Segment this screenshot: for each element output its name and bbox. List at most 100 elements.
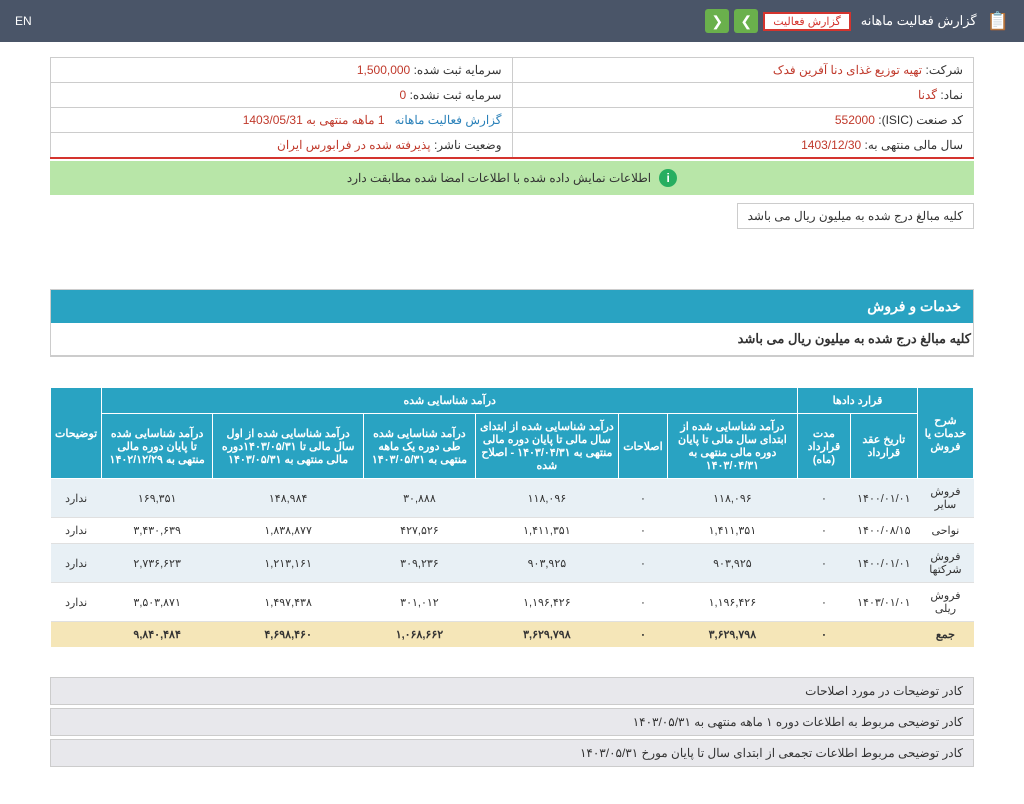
table-cell: ۱۴۰۰/۰۱/۰۱ <box>850 479 917 518</box>
th-dur: مدت قرارداد (ماه) <box>798 414 851 479</box>
table-cell: ۳,۴۳۰,۶۳۹ <box>102 518 213 544</box>
table-row: فروش سایر۱۴۰۰/۰۱/۰۱۰۱۱۸,۰۹۶۰۱۱۸,۰۹۶۳۰,۸۸… <box>51 479 974 518</box>
table-cell: ۳,۵۰۳,۸۷۱ <box>102 583 213 622</box>
table-cell: ۳۰۹,۲۳۶ <box>364 544 475 583</box>
nav-next-button[interactable]: ❯ <box>734 9 758 33</box>
th-i3: درآمد شناسایی شده طی دوره یک ماهه منتهی … <box>364 414 475 479</box>
isic-value: 552000 <box>835 113 875 127</box>
table-cell: ندارد <box>51 583 102 622</box>
section-header: خدمات و فروش <box>51 290 973 323</box>
table-cell: ۰ <box>798 518 851 544</box>
company-label: شرکت: <box>925 63 963 77</box>
table-cell <box>51 622 102 648</box>
footer-box-3: کادر توضیحی مربوط اطلاعات تجمعی از ابتدا… <box>50 739 974 767</box>
table-row: نواحی۱۴۰۰/۰۸/۱۵۰۱,۴۱۱,۳۵۱۰۱,۴۱۱,۳۵۱۴۲۷,۵… <box>51 518 974 544</box>
capital-unreg-value: 0 <box>400 88 407 102</box>
th-desc: شرح خدمات یا فروش <box>917 388 973 479</box>
info-banner: i اطلاعات نمایش داده شده با اطلاعات امضا… <box>50 161 974 195</box>
th-i1: درآمد شناسایی شده از ابتدای سال مالی تا … <box>667 414 797 479</box>
table-cell: ۴,۶۹۸,۴۶۰ <box>213 622 364 648</box>
table-cell: جمع <box>917 622 973 648</box>
table-cell: ۱۴۰۰/۰۸/۱۵ <box>850 518 917 544</box>
section-wrap: خدمات و فروش کلیه مبالغ درج شده به میلیو… <box>50 289 974 357</box>
table-cell: ۱۴۰۳/۰۱/۰۱ <box>850 583 917 622</box>
th-i5: درآمد شناسایی شده تا پایان دوره مالی منت… <box>102 414 213 479</box>
header-title: گزارش فعالیت ماهانه <box>861 13 977 29</box>
footer-box-1: کادر توضیحات در مورد اصلاحات <box>50 677 974 705</box>
table-cell: ۱,۱۹۶,۴۲۶ <box>667 583 797 622</box>
fiscal-label: سال مالی منتهی به: <box>865 138 963 152</box>
table-cell: فروش ریلی <box>917 583 973 622</box>
table-cell: ۱,۴۱۱,۳۵۱ <box>475 518 619 544</box>
th-cor: اصلاحات <box>619 414 667 479</box>
header-nav: گزارش فعالیت‌ ❯ ❮ <box>705 9 851 33</box>
table-cell: ۰ <box>798 544 851 583</box>
isic-label: کد صنعت (ISIC): <box>878 113 963 127</box>
banner-text: اطلاعات نمایش داده شده با اطلاعات امضا ش… <box>347 171 651 185</box>
table-cell: ۳,۶۲۹,۷۹۸ <box>667 622 797 648</box>
table-cell: ۴۲۷,۵۲۶ <box>364 518 475 544</box>
capital-reg-value: 1,500,000 <box>357 63 410 77</box>
section-subtitle: کلیه مبالغ درج شده به میلیون ریال می باش… <box>51 323 973 356</box>
table-cell: ندارد <box>51 544 102 583</box>
table-cell: ۰ <box>619 622 667 648</box>
company-value: تهیه توزیع غذای دنا آفرین فدک <box>773 63 922 77</box>
table-cell: ندارد <box>51 479 102 518</box>
status-value: پذیرفته شده در فرابورس ایران <box>277 138 431 152</box>
table-cell: ۰ <box>619 544 667 583</box>
symbol-label: نماد: <box>940 88 963 102</box>
table-cell: ۱۱۸,۰۹۶ <box>667 479 797 518</box>
table-cell: ۱۱۸,۰۹۶ <box>475 479 619 518</box>
table-cell: ۱,۰۶۸,۶۶۲ <box>364 622 475 648</box>
report-period: 1 ماهه منتهی به 1403/05/31 <box>243 113 385 127</box>
table-cell: ۲,۷۳۶,۶۲۳ <box>102 544 213 583</box>
table-cell: ۰ <box>619 518 667 544</box>
table-cell: ۰ <box>619 479 667 518</box>
header-right: 📋 گزارش فعالیت ماهانه گزارش فعالیت‌ ❯ ❮ <box>705 9 1009 33</box>
th-i2: درآمد شناسایی شده از ابتدای سال مالی تا … <box>475 414 619 479</box>
table-cell: ۱,۲۱۳,۱۶۱ <box>213 544 364 583</box>
table-cell: ۳,۶۲۹,۷۹۸ <box>475 622 619 648</box>
table-cell: ۱,۸۳۸,۸۷۷ <box>213 518 364 544</box>
table-cell: ۱,۴۱۱,۳۵۱ <box>667 518 797 544</box>
status-label: وضعیت ناشر: <box>434 138 502 152</box>
table-cell: ۱۶۹,۳۵۱ <box>102 479 213 518</box>
report-label[interactable]: گزارش فعالیت ماهانه <box>395 113 502 127</box>
content-area: شرکت: تهیه توزیع غذای دنا آفرین فدک سرما… <box>0 42 1024 785</box>
company-info-table: شرکت: تهیه توزیع غذای دنا آفرین فدک سرما… <box>50 57 974 159</box>
symbol-value: گدنا <box>918 88 937 102</box>
table-cell: ۰ <box>798 583 851 622</box>
th-date: تاریخ عقد قرارداد <box>850 414 917 479</box>
th-i4: درآمد شناسایی شده از اول سال مالی تا ۱۴۰… <box>213 414 364 479</box>
table-cell: ۱۴۰۰/۰۱/۰۱ <box>850 544 917 583</box>
language-button[interactable]: EN <box>15 14 32 28</box>
footer-boxes: کادر توضیحات در مورد اصلاحات کادر توضیحی… <box>50 677 974 767</box>
info-icon: i <box>659 169 677 187</box>
th-notes: توضیحات <box>51 388 102 479</box>
clipboard-icon: 📋 <box>987 11 1009 32</box>
table-cell: فروش سایر <box>917 479 973 518</box>
table-cell: ۳۰۱,۰۱۲ <box>364 583 475 622</box>
table-cell: ۹۰۳,۹۲۵ <box>475 544 619 583</box>
th-recognized: درآمد شناسایی شده <box>102 388 798 414</box>
total-row: جمع۰۳,۶۲۹,۷۹۸۰۳,۶۲۹,۷۹۸۱,۰۶۸,۶۶۲۴,۶۹۸,۴۶… <box>51 622 974 648</box>
nav-prev-button[interactable]: ❮ <box>705 9 729 33</box>
table-body: فروش سایر۱۴۰۰/۰۱/۰۱۰۱۱۸,۰۹۶۰۱۱۸,۰۹۶۳۰,۸۸… <box>51 479 974 648</box>
table-cell: ۱,۱۹۶,۴۲۶ <box>475 583 619 622</box>
fiscal-value: 1403/12/30 <box>801 138 861 152</box>
table-cell: ۳۰,۸۸۸ <box>364 479 475 518</box>
table-cell: ندارد <box>51 518 102 544</box>
th-contracts: قرارد دادها <box>798 388 918 414</box>
capital-unreg-label: سرمایه ثبت نشده: <box>410 88 502 102</box>
table-row: فروش شرکتها۱۴۰۰/۰۱/۰۱۰۹۰۳,۹۲۵۰۹۰۳,۹۲۵۳۰۹… <box>51 544 974 583</box>
table-cell: ۰ <box>798 622 851 648</box>
currency-note: کلیه مبالغ درج شده به میلیون ریال می باش… <box>737 203 974 229</box>
table-row: فروش ریلی۱۴۰۳/۰۱/۰۱۰۱,۱۹۶,۴۲۶۰۱,۱۹۶,۴۲۶۳… <box>51 583 974 622</box>
table-cell: ۰ <box>798 479 851 518</box>
table-cell <box>850 622 917 648</box>
header-bar: 📋 گزارش فعالیت ماهانه گزارش فعالیت‌ ❯ ❮ … <box>0 0 1024 42</box>
table-cell: ۱,۴۹۷,۴۳۸ <box>213 583 364 622</box>
report-dropdown[interactable]: گزارش فعالیت‌ <box>763 12 851 31</box>
table-cell: ۰ <box>619 583 667 622</box>
table-cell: فروش شرکتها <box>917 544 973 583</box>
